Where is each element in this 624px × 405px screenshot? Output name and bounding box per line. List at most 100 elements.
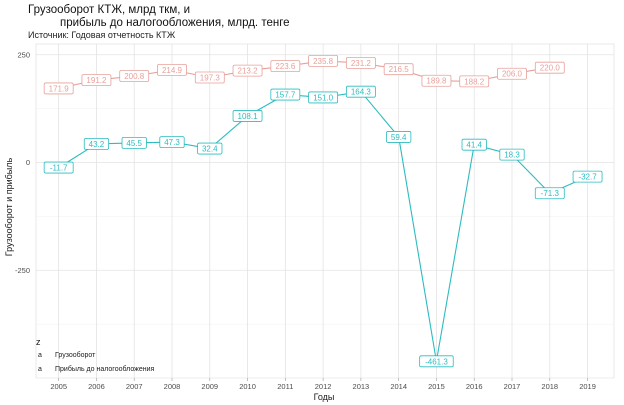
- data-label: 214.9: [157, 64, 187, 76]
- x-tick-label: 2006: [88, 382, 105, 391]
- data-label-text: 157.7: [275, 91, 296, 100]
- data-label: -11.7: [43, 161, 74, 174]
- x-tick-label: 2017: [504, 382, 521, 391]
- data-label-text: 223.6: [275, 62, 296, 71]
- data-label-box: [43, 82, 74, 95]
- data-label: 32.4: [197, 142, 223, 155]
- data-label: 220.0: [534, 61, 565, 74]
- x-tick-label: 2007: [126, 382, 143, 391]
- data-label-text: 188.2: [464, 77, 485, 86]
- data-label: 235.8: [308, 54, 339, 67]
- data-label: 108.1: [232, 110, 263, 122]
- data-label: 157.7: [270, 88, 301, 101]
- data-label-box: [232, 110, 263, 122]
- data-label-box: [159, 136, 185, 149]
- y-axis-title: Грузооборот и прибыль: [4, 157, 14, 256]
- data-label-text: 108.1: [238, 112, 259, 121]
- data-label-text: 200.8: [124, 72, 145, 81]
- data-label-box: [572, 170, 603, 183]
- data-label: -71.3: [534, 187, 565, 200]
- legend-title: z: [36, 337, 41, 347]
- data-label-text: 18.3: [504, 151, 520, 160]
- data-label-box: [270, 88, 301, 101]
- data-label: -32.7: [572, 170, 603, 183]
- data-label-box: [121, 137, 147, 149]
- data-label-text: 171.9: [49, 84, 70, 93]
- data-label: 59.4: [386, 131, 412, 143]
- data-label-box: [499, 148, 525, 161]
- x-tick-label: 2010: [239, 382, 256, 391]
- x-tick-label: 2016: [466, 382, 483, 391]
- data-label-box: [459, 75, 490, 88]
- x-tick-label: 2015: [428, 382, 445, 391]
- data-label-text: 47.3: [164, 138, 180, 147]
- data-label-text: -461.3: [425, 357, 448, 366]
- data-label-box: [534, 187, 565, 200]
- data-label-box: [386, 131, 412, 143]
- y-tick-label: -250: [15, 266, 30, 275]
- data-label-box: [419, 355, 454, 368]
- data-label-box: [534, 61, 565, 74]
- data-label-text: 189.8: [426, 77, 447, 86]
- data-label: 171.9: [43, 82, 74, 95]
- chart-title: Грузооборот КТЖ, млрд ткм, и прибыль до …: [28, 4, 290, 30]
- data-label: 189.8: [421, 74, 452, 87]
- x-tick-label: 2009: [201, 382, 218, 391]
- data-label: 18.3: [499, 148, 525, 161]
- data-label: -461.3: [419, 355, 454, 368]
- data-label: 200.8: [119, 70, 150, 82]
- data-label: 47.3: [159, 136, 185, 149]
- data-label: 43.2: [83, 137, 110, 150]
- data-label: 41.4: [461, 138, 487, 151]
- data-label-text: -71.3: [541, 189, 560, 198]
- data-label-text: 216.5: [389, 65, 410, 74]
- data-label-box: [308, 54, 339, 67]
- data-label-box: [83, 137, 110, 150]
- legend-label: Прибыль до налогообложения: [55, 365, 154, 373]
- chart-title-line-2: прибыль до налогообложения, млрд. тенге: [60, 17, 290, 29]
- x-tick-label: 2014: [390, 382, 407, 391]
- data-label: 213.2: [232, 64, 263, 77]
- data-label-text: 43.2: [89, 140, 105, 149]
- x-tick-label: 2008: [164, 382, 181, 391]
- data-label-box: [345, 85, 376, 98]
- x-tick-label: 2012: [315, 382, 332, 391]
- x-axis-title: Годы: [314, 392, 335, 402]
- data-label: 216.5: [383, 63, 414, 76]
- data-label: 231.2: [345, 56, 376, 69]
- data-label: 191.2: [81, 74, 112, 87]
- axes: Грузооборот и прибыль Годы 250 0 -250 2005 2…: [4, 50, 596, 402]
- data-label-text: 41.4: [466, 141, 482, 150]
- chart-subtitle: Источник: Годовая отчетность КТЖ: [28, 30, 176, 40]
- x-tick-label: 2013: [353, 382, 370, 391]
- chart-title-line-1: Грузооборот КТЖ, млрд ткм, и: [28, 4, 191, 16]
- y-tick-label: 250: [17, 50, 30, 59]
- data-label-text: 164.3: [351, 88, 372, 97]
- data-label-text: 59.4: [391, 133, 407, 142]
- data-label-box: [81, 74, 112, 87]
- legend-key: a: [38, 352, 42, 359]
- data-label-text: 213.2: [238, 67, 259, 76]
- data-label: 45.5: [121, 137, 147, 149]
- data-label-text: -11.7: [50, 164, 68, 173]
- data-label-text: 214.9: [162, 66, 183, 75]
- data-label-box: [345, 56, 376, 69]
- data-label-box: [461, 138, 487, 151]
- data-label-box: [43, 161, 74, 174]
- data-label-text: 151.0: [313, 93, 334, 102]
- data-label: 197.3: [194, 71, 225, 84]
- data-label-text: 220.0: [540, 64, 561, 73]
- grid: [35, 43, 615, 379]
- data-label: 151.0: [308, 91, 339, 104]
- data-label-text: 191.2: [86, 76, 107, 85]
- data-label-box: [197, 142, 223, 155]
- x-tick-label: 2011: [277, 382, 293, 391]
- data-label: 206.0: [497, 67, 527, 80]
- data-labels: 171.9 191.2 200.8 214.9 197.3 213.2 223.6 235.8…: [43, 54, 603, 368]
- data-label-text: 32.4: [202, 145, 218, 154]
- data-label-box: [308, 91, 339, 104]
- data-label-box: [194, 71, 225, 84]
- data-label-box: [119, 70, 150, 82]
- x-tick-label: 2018: [541, 382, 558, 391]
- data-label-text: 231.2: [351, 59, 372, 68]
